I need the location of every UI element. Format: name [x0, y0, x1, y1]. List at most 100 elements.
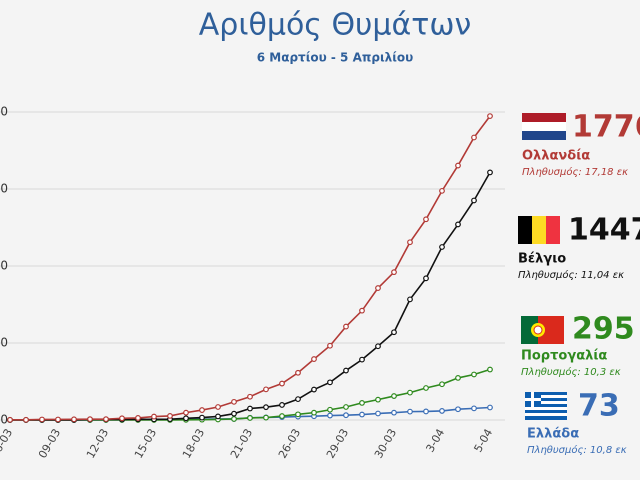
- country-name: Βέλγιο: [518, 252, 566, 267]
- data-point: [375, 396, 381, 403]
- data-point: [455, 162, 461, 169]
- data-point: [247, 405, 253, 412]
- data-point: [359, 399, 365, 406]
- data-point: [375, 410, 381, 417]
- country-total: 73: [578, 389, 620, 424]
- data-point: [23, 416, 29, 423]
- data-point: [263, 414, 269, 421]
- y-tick-label: 1350: [0, 182, 8, 196]
- data-point: [471, 405, 477, 412]
- data-point: [487, 169, 493, 176]
- data-point: [263, 386, 269, 393]
- data-point: [343, 404, 349, 410]
- data-point: [487, 404, 493, 411]
- y-tick-label: 1800: [0, 105, 8, 119]
- data-point: [327, 406, 333, 413]
- flag-greece: [525, 392, 567, 420]
- country-total: 1447: [568, 213, 640, 248]
- data-point: [343, 367, 349, 374]
- data-point: [55, 416, 61, 423]
- country-name: Ελλάδα: [527, 427, 579, 442]
- data-point: [487, 113, 493, 120]
- flag-belgium: [518, 216, 560, 244]
- data-point: [391, 393, 397, 399]
- country-total: 295: [572, 312, 635, 347]
- data-point: [295, 369, 301, 376]
- data-point: [231, 410, 237, 417]
- data-point: [343, 323, 349, 330]
- data-point: [439, 187, 445, 194]
- data-point: [183, 409, 189, 416]
- data-point: [407, 408, 413, 415]
- data-point: [391, 329, 397, 336]
- data-point: [215, 404, 221, 410]
- data-point: [295, 396, 301, 403]
- data-point: [359, 307, 365, 314]
- data-point: [439, 244, 445, 250]
- data-point: [311, 386, 317, 393]
- data-point: [183, 415, 189, 422]
- data-point: [487, 366, 493, 373]
- data-point: [375, 343, 381, 350]
- data-point: [471, 197, 477, 204]
- data-point: [87, 416, 93, 423]
- data-point: [135, 415, 141, 421]
- data-point: [199, 414, 205, 421]
- data-point: [391, 269, 397, 276]
- data-point: [295, 411, 301, 418]
- data-point: [407, 296, 413, 303]
- data-point: [327, 412, 333, 419]
- data-point: [39, 416, 45, 423]
- country-population: Πληθυσμός: 11,04 εκ: [518, 269, 624, 281]
- data-point: [311, 409, 317, 416]
- data-point: [311, 356, 317, 362]
- data-point: [359, 356, 365, 363]
- data-point: [439, 381, 445, 388]
- data-point: [423, 408, 429, 415]
- data-point: [423, 275, 429, 282]
- chart-subtitle: 6 Μαρτίου - 5 Απριλίου: [257, 51, 414, 65]
- country-population: Πληθυσμός: 17,18 εκ: [522, 166, 628, 178]
- data-point: [119, 415, 125, 422]
- data-point: [263, 404, 269, 411]
- data-point: [199, 407, 205, 413]
- data-point: [215, 413, 221, 420]
- data-point: [471, 134, 477, 141]
- country-name: Ολλανδία: [522, 149, 590, 164]
- flag-netherlands: [522, 113, 566, 140]
- data-point: [103, 416, 109, 423]
- y-tick-label: 900: [0, 259, 8, 273]
- data-point: [455, 406, 461, 413]
- data-point: [279, 402, 285, 408]
- data-point: [407, 239, 413, 246]
- country-population: Πληθυσμός: 10,8 εκ: [527, 444, 627, 456]
- country-name: Πορτογαλία: [521, 349, 607, 364]
- data-point: [7, 416, 13, 423]
- data-point: [423, 216, 429, 223]
- data-point: [279, 413, 285, 419]
- country-population: Πληθυσμός: 10,3 εκ: [521, 366, 621, 378]
- data-point: [439, 408, 445, 414]
- data-point: [231, 398, 237, 405]
- data-point: [327, 379, 333, 386]
- country-total: 1776: [572, 110, 640, 145]
- data-point: [407, 389, 413, 396]
- data-point: [151, 413, 157, 420]
- data-point: [167, 412, 173, 419]
- y-tick-label: 450: [0, 336, 8, 350]
- data-point: [71, 416, 77, 423]
- data-point: [423, 385, 429, 391]
- data-point: [247, 415, 253, 421]
- data-point: [471, 371, 477, 378]
- data-point: [359, 411, 365, 418]
- data-point: [343, 412, 349, 419]
- flag-portugal: [521, 316, 564, 344]
- data-point: [247, 393, 253, 400]
- data-point: [391, 409, 397, 416]
- data-point: [327, 342, 333, 349]
- data-point: [279, 380, 285, 387]
- data-point: [455, 221, 461, 228]
- chart-title: Αριθμός Θυμάτων: [199, 8, 471, 43]
- data-point: [375, 285, 381, 291]
